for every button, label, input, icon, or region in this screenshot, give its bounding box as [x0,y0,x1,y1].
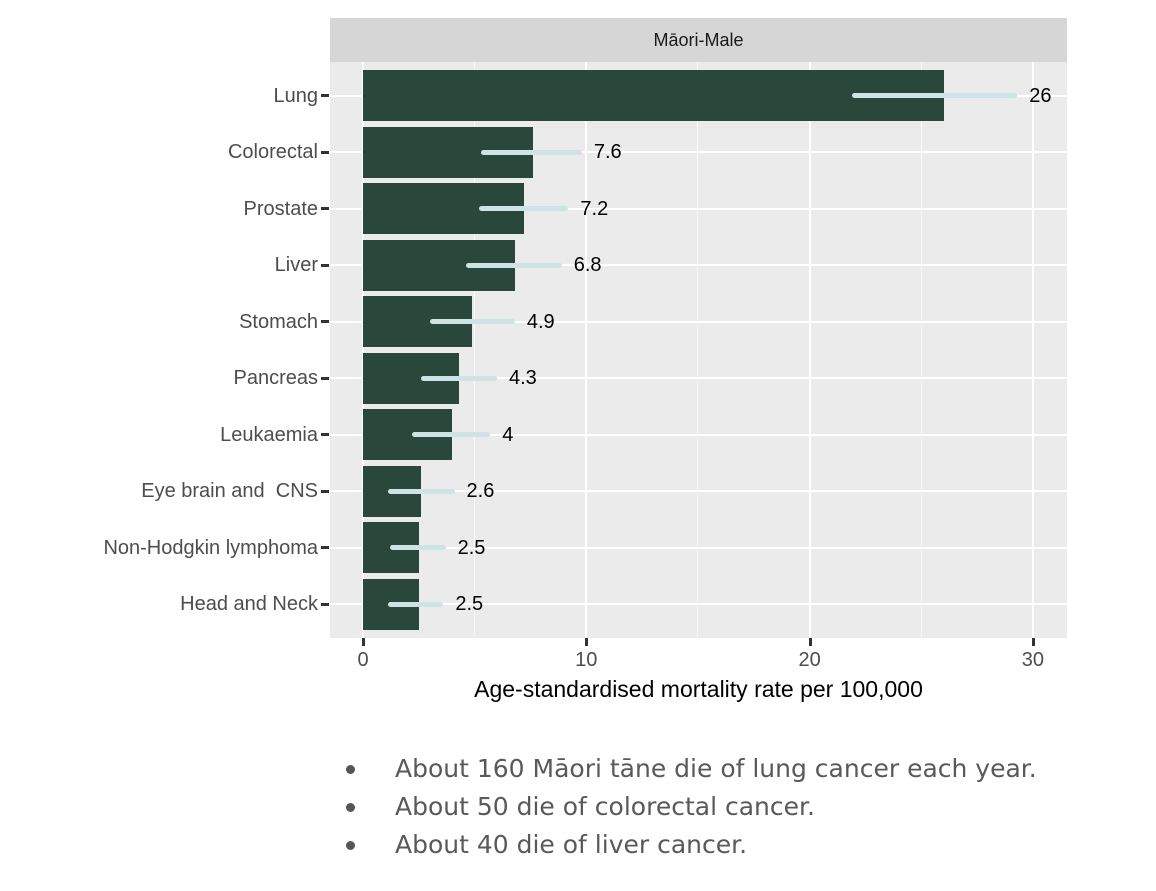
y-axis-label: Leukaemia [220,423,318,446]
gridline-major-horizontal [330,377,1067,380]
x-axis-tick-label: 0 [357,649,369,671]
x-axis-tick [808,638,812,646]
plot-panel: 26 7.6 7.2 6.8 4.9 4.3 4 2.6 2.5 2.5 [330,62,1067,638]
y-axis-label: Non-Hodgkin lymphoma [103,536,318,559]
facet-strip: Māori-Male [330,18,1067,62]
y-axis-label: Pancreas [233,367,319,390]
gridline-major-vertical [585,62,588,638]
error-bar [429,319,515,325]
error-bar [387,488,455,494]
value-label: 2.6 [466,480,495,503]
x-axis-title: Age-standardised mortality rate per 100,… [474,676,923,702]
notes-list: About 160 Māori tāne die of lung cancer … [342,750,1037,864]
y-axis-label: Stomach [239,310,318,333]
error-bar [479,206,569,212]
value-label: 26 [1029,84,1052,107]
value-label: 4.3 [508,367,537,390]
value-label: 2.5 [457,536,486,559]
gridline-major-vertical [362,62,364,638]
x-axis-tick-label: 20 [798,649,821,671]
gridline-major-horizontal [330,207,1067,210]
y-axis-tick [321,489,329,493]
error-bar [387,601,444,607]
gridline-major-horizontal [330,433,1067,436]
bar [363,70,944,122]
error-bar [481,149,582,155]
note-item: About 160 Māori tāne die of lung cancer … [342,750,1037,788]
gridline-major-horizontal [330,151,1067,154]
value-label: 6.8 [573,254,602,277]
x-axis-tick [362,638,365,646]
x-axis-tick [1031,638,1035,646]
error-bar [389,545,446,551]
value-label: 2.5 [455,593,484,616]
value-label: 7.2 [580,197,609,220]
y-axis-label: Eye brain and CNS [141,480,318,503]
gridline-major-horizontal [330,603,1067,606]
y-axis-tick [321,602,329,606]
value-label: 4.9 [526,310,555,333]
y-axis-tick [321,376,329,380]
gridline-major-horizontal [330,264,1067,267]
y-axis-tick [321,207,329,211]
facet-strip-label: Māori-Male [653,29,744,50]
y-axis-label: Lung [273,84,319,107]
y-axis-tick [321,433,329,437]
y-axis-tick [321,150,329,154]
gridline-major-vertical [1031,62,1034,638]
y-axis-tick [321,320,329,324]
gridline-minor-vertical [697,62,699,638]
y-axis-label: Head and Neck [180,593,318,616]
gridline-major-horizontal [330,546,1067,549]
gridline-minor-vertical [920,62,922,638]
y-axis-label: Prostate [243,197,318,220]
y-axis-tick [321,263,329,267]
error-bar [412,432,491,438]
x-axis-tick [585,638,589,646]
gridline-minor-vertical [474,62,476,638]
error-bar [852,93,1018,99]
gridline-major-horizontal [330,320,1067,323]
x-axis-tick-label: 10 [575,649,598,671]
y-axis-label: Colorectal [227,141,318,164]
y-axis-tick [321,94,329,98]
note-item: About 50 die of colorectal cancer. [342,788,1037,826]
note-item: About 40 die of liver cancer. [342,826,1037,864]
gridline-major-horizontal [330,490,1067,493]
gridline-major-vertical [808,62,811,638]
y-axis-label: Liver [274,254,318,277]
value-label: 4 [502,423,514,446]
y-axis-tick [321,546,329,550]
x-axis-tick-label: 30 [1021,649,1045,671]
error-bar [421,375,497,381]
value-label: 7.6 [593,141,622,164]
error-bar [465,262,562,268]
